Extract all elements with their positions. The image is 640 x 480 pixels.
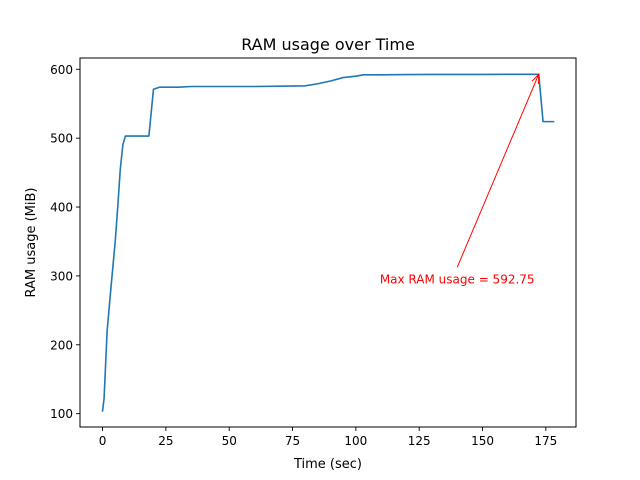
x-tick-label: 125 [408,434,431,448]
y-axis-label: RAM usage (MiB) [24,188,39,298]
x-tick-label: 175 [534,434,557,448]
chart-title: RAM usage over Time [241,35,415,54]
x-tick-label: 50 [222,434,237,448]
x-tick-label: 0 [99,434,107,448]
y-tick-label: 200 [50,338,73,352]
annotation-arrow-head [531,73,540,84]
series-line-0 [101,73,555,412]
y-tick-label: 400 [50,201,73,215]
y-axis-ticks: 100 200 300 400 500 600 [50,63,80,421]
y-tick-label: 500 [50,132,73,146]
x-tick-label: 100 [344,434,367,448]
series-layer [101,73,555,412]
annotation-label: Max RAM usage = 592.75 [380,272,535,286]
x-tick-label: 25 [158,434,173,448]
x-tick-label: 75 [285,434,300,448]
y-tick-label: 100 [50,407,73,421]
annotation-arrow-shaft [456,75,539,268]
x-axis-ticks: 0 25 50 75 100 125 150 175 [99,427,557,448]
plot-frame [79,57,577,428]
y-tick-label: 300 [50,269,73,283]
x-axis-label: Time (sec) [293,457,362,472]
x-tick-label: 150 [471,434,494,448]
annotation-layer: Max RAM usage = 592.75 [380,73,540,286]
y-tick-label: 600 [50,63,73,77]
